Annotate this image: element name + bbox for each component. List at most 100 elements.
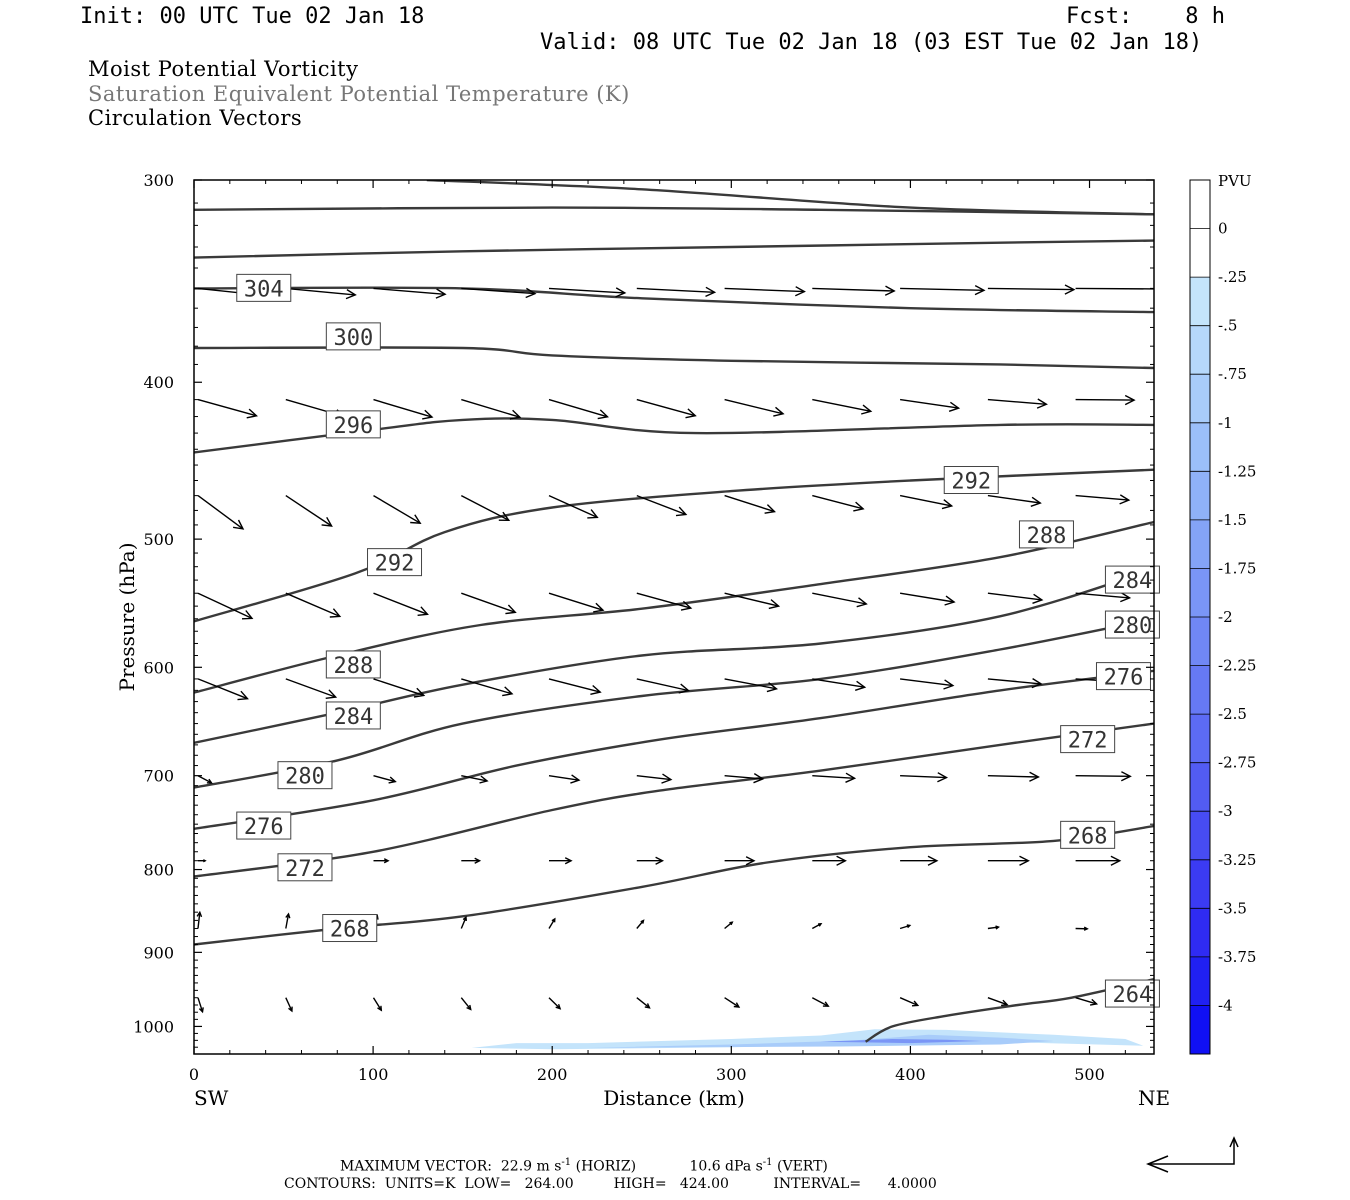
circulation-vector-head [551, 917, 556, 923]
colorbar-label: 0 [1218, 220, 1228, 238]
circulation-vector [1163, 998, 1186, 1003]
isentrope-line [194, 206, 1154, 216]
circulation-vector-head [1213, 771, 1222, 780]
colorbar-label: -2.75 [1218, 754, 1256, 772]
isentrope-line [864, 978, 1154, 1043]
x-tick-label: 200 [537, 1065, 568, 1084]
circulation-vector [285, 913, 290, 929]
isentrope-label-box [277, 761, 333, 790]
field-title-vectors: Circulation Vectors [88, 106, 303, 130]
colorbar-label: -.25 [1218, 268, 1247, 286]
y-axis-label: Pressure (hPa) [115, 543, 139, 692]
circulation-vector-head [675, 506, 688, 517]
colorbar-bin [1190, 956, 1210, 1006]
colorbar-label: -2.5 [1218, 705, 1247, 723]
colorbar-label: -3 [1218, 802, 1233, 820]
circulation-vector [197, 592, 253, 620]
colorbar-bin [1190, 859, 1210, 909]
mpv-region [471, 1029, 1144, 1050]
circulation-vector [987, 398, 1047, 405]
circulation-vector [1075, 997, 1097, 1005]
isentrope-label-box [277, 853, 333, 882]
circulation-vector [899, 494, 952, 507]
isentrope-label: 288 [1027, 524, 1067, 549]
circulation-vector-head [836, 855, 847, 866]
colorbar-unit: PVU [1218, 172, 1252, 190]
circulation-vector [724, 775, 763, 780]
circulation-vector-head [525, 287, 537, 299]
x-tick-label: 100 [358, 1065, 389, 1084]
circulation-vector [197, 678, 248, 700]
isentrope-label: 292 [951, 470, 991, 495]
circulation-vector [460, 997, 472, 1010]
circulation-vector [548, 494, 598, 519]
circulation-vector-head [655, 856, 665, 865]
x-axis-label: Distance (km) [603, 1086, 745, 1110]
circulation-vector [285, 678, 336, 698]
circulation-vector-head [1213, 392, 1222, 401]
circulation-vector-head [948, 401, 961, 412]
circulation-vector-head [818, 923, 823, 927]
circulation-vector-head [587, 509, 599, 519]
isentrope-label-box [322, 914, 378, 943]
circulation-vector-head [941, 499, 954, 510]
circulation-vector [724, 997, 740, 1008]
isentrope-label: 272 [285, 857, 325, 882]
colorbar-bin [1190, 617, 1210, 667]
circulation-vector-head [288, 1006, 293, 1013]
colorbar-label: -.75 [1218, 365, 1247, 383]
circulation-vector [197, 997, 204, 1013]
circulation-vector-head [383, 858, 390, 864]
isentrope-label: 276 [1104, 666, 1144, 691]
circulation-vector [197, 912, 201, 929]
isentrope-label-box [1104, 610, 1160, 639]
isentrope-label-box [325, 650, 381, 679]
circulation-vector [461, 592, 516, 613]
y-tick-label: 300 [143, 171, 174, 190]
isentrope-label-box [325, 410, 381, 439]
y-tick-label: 700 [143, 767, 174, 786]
circulation-vector-head [479, 775, 489, 784]
circulation-vector-head [661, 773, 673, 784]
circulation-vector [197, 398, 257, 417]
circulation-vector-head [764, 504, 776, 514]
isentrope-line [194, 617, 1154, 789]
isentrope-label: 284 [333, 705, 373, 730]
isentrope-label-box [1018, 520, 1074, 549]
circulation-vector [373, 775, 396, 783]
isentrope-line [194, 286, 1154, 314]
contour-info: CONTOURS: UNITS=K LOW= 264.00 HIGH= 424.… [284, 1176, 937, 1192]
circulation-vector [461, 287, 536, 295]
circulation-vector-head [246, 408, 258, 419]
init-time: Init: 00 UTC Tue 02 Jan 18 [80, 4, 425, 29]
circulation-vector [372, 997, 382, 1011]
circulation-vector [724, 678, 777, 690]
circulation-vector [812, 678, 865, 688]
isentrope-label: 288 [333, 654, 373, 679]
circulation-vector-head [329, 608, 342, 618]
circulation-vector-head [1110, 855, 1122, 866]
circulation-vector-head [927, 855, 939, 866]
colorbar-bin [1190, 325, 1210, 375]
circulation-vector [548, 678, 601, 693]
circulation-vector [1075, 592, 1130, 599]
circulation-vector [899, 997, 919, 1007]
isentrope-line [194, 346, 1154, 370]
circulation-vector-head [766, 682, 779, 693]
colorbar-bin [1190, 811, 1210, 861]
colorbar-label: -3.5 [1218, 899, 1247, 917]
circulation-vector-head [680, 600, 693, 611]
circulation-vector [1075, 775, 1131, 777]
circulation-vector-head [590, 684, 602, 695]
circulation-vector-head [1030, 496, 1042, 507]
circulation-vector [285, 592, 341, 618]
circulation-vector-head [232, 519, 245, 530]
circulation-vector-head [321, 516, 333, 527]
isentrope-label-box [1060, 820, 1116, 849]
circulation-vector-head [377, 1005, 383, 1012]
circulation-vector [636, 775, 671, 781]
circulation-vector [548, 592, 604, 611]
circulation-vector-head [285, 912, 291, 919]
circulation-vector [812, 775, 855, 779]
colorbar-label: -2 [1218, 608, 1233, 626]
